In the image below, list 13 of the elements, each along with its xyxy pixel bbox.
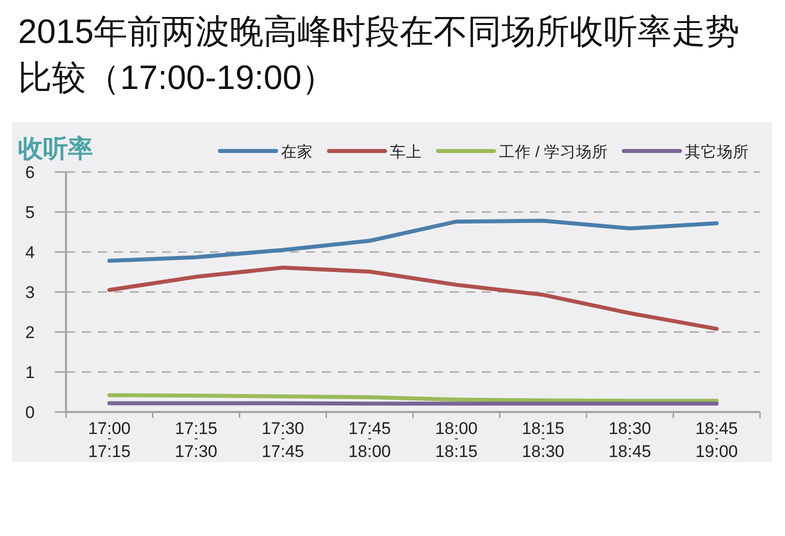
title: 2015年前两波晚高峰时段在不同场所收听率走势比较（17:00-19:00） xyxy=(18,12,741,99)
legend-label: 车上 xyxy=(390,143,422,161)
legend-label: 工作 / 学习场所 xyxy=(499,143,608,161)
y-tick-label: 3 xyxy=(25,283,35,302)
legend-label: 在家 xyxy=(281,143,313,161)
y-tick-label: 5 xyxy=(25,203,35,222)
y-axis-title: 收听率 xyxy=(18,135,93,163)
y-tick-label: 2 xyxy=(25,323,35,342)
y-tick-label: 4 xyxy=(25,243,35,262)
y-tick-label: 0 xyxy=(25,403,35,422)
y-tick-label: 6 xyxy=(25,163,35,182)
legend-label: 其它场所 xyxy=(684,143,749,161)
y-tick-label: 1 xyxy=(25,363,35,382)
